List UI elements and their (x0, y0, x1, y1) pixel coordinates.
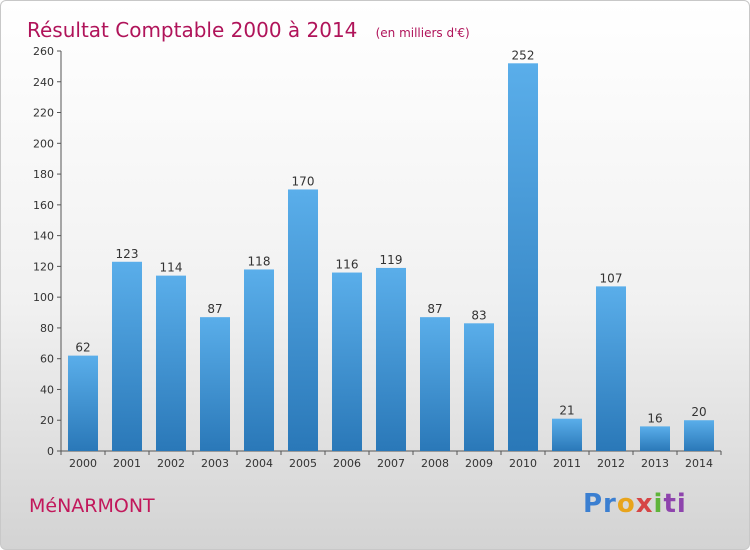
logo-part-4: i (653, 489, 664, 519)
data-label: 119 (380, 253, 403, 267)
y-tick-label: 40 (40, 383, 54, 396)
x-tick-label: 2002 (157, 457, 185, 470)
commune-name: MéNARMONT (29, 495, 155, 517)
x-tick-label: 2010 (509, 457, 537, 470)
data-label: 107 (600, 271, 623, 285)
data-label: 170 (292, 174, 315, 188)
logo-part-2: o (616, 489, 636, 519)
y-tick-label: 200 (33, 137, 54, 150)
data-label: 83 (471, 308, 486, 322)
chart-title: Résultat Comptable 2000 à 2014 (en milli… (27, 7, 470, 45)
y-tick-label: 140 (33, 230, 54, 243)
chart-axes: 0204060801001201401601802002202402602000… (33, 45, 722, 470)
x-tick-label: 2013 (641, 457, 669, 470)
data-label: 87 (427, 302, 442, 316)
chart-title-main: Résultat Comptable 2000 à 2014 (27, 18, 358, 42)
bar (332, 272, 362, 451)
bar (552, 418, 582, 451)
bar (640, 426, 670, 451)
data-label: 252 (512, 48, 535, 62)
x-tick-label: 2006 (333, 457, 361, 470)
x-tick-label: 2011 (553, 457, 581, 470)
bar (156, 275, 186, 451)
bar (376, 267, 406, 451)
x-tick-label: 2009 (465, 457, 493, 470)
data-label: 20 (691, 405, 706, 419)
y-tick-label: 260 (33, 45, 54, 58)
data-label: 114 (160, 261, 183, 275)
x-tick-label: 2004 (245, 457, 273, 470)
data-label: 62 (75, 341, 90, 355)
bar (244, 269, 274, 451)
data-label: 123 (116, 247, 139, 261)
y-tick-label: 60 (40, 353, 54, 366)
y-tick-label: 240 (33, 76, 54, 89)
data-label: 118 (248, 254, 271, 268)
bar (288, 189, 318, 451)
x-tick-label: 2008 (421, 457, 449, 470)
x-tick-label: 2003 (201, 457, 229, 470)
bar (508, 63, 538, 452)
bar (112, 261, 142, 451)
x-tick-label: 2000 (69, 457, 97, 470)
bar (464, 323, 494, 451)
bar (420, 317, 450, 451)
x-tick-label: 2014 (685, 457, 713, 470)
x-tick-label: 2007 (377, 457, 405, 470)
y-tick-label: 160 (33, 199, 54, 212)
logo-part-3: x (635, 489, 654, 519)
y-tick-label: 80 (40, 322, 54, 335)
chart-labels: 62 123 114 87 118 170 116 119 87 83 252 21 107 16 20 (75, 48, 706, 425)
y-tick-label: 180 (33, 168, 54, 181)
x-tick-label: 2001 (113, 457, 141, 470)
y-tick-label: 220 (33, 107, 54, 120)
bar (68, 355, 98, 451)
chart-title-unit: (en milliers d'€) (375, 26, 470, 40)
bar (200, 317, 230, 451)
bar (596, 286, 626, 451)
logo-part-5: ti (663, 489, 687, 519)
y-tick-label: 100 (33, 291, 54, 304)
data-label: 21 (559, 404, 574, 418)
y-tick-label: 0 (47, 445, 54, 458)
chart-bars (68, 63, 714, 452)
y-tick-label: 20 (40, 414, 54, 427)
proxiti-logo: Proxiti (583, 489, 687, 519)
logo-part-1: Pr (583, 489, 617, 519)
data-label: 87 (207, 302, 222, 316)
data-label: 16 (647, 411, 662, 425)
data-label: 116 (336, 258, 359, 272)
y-tick-label: 120 (33, 260, 54, 273)
x-tick-label: 2005 (289, 457, 317, 470)
bar (684, 420, 714, 451)
x-tick-label: 2012 (597, 457, 625, 470)
